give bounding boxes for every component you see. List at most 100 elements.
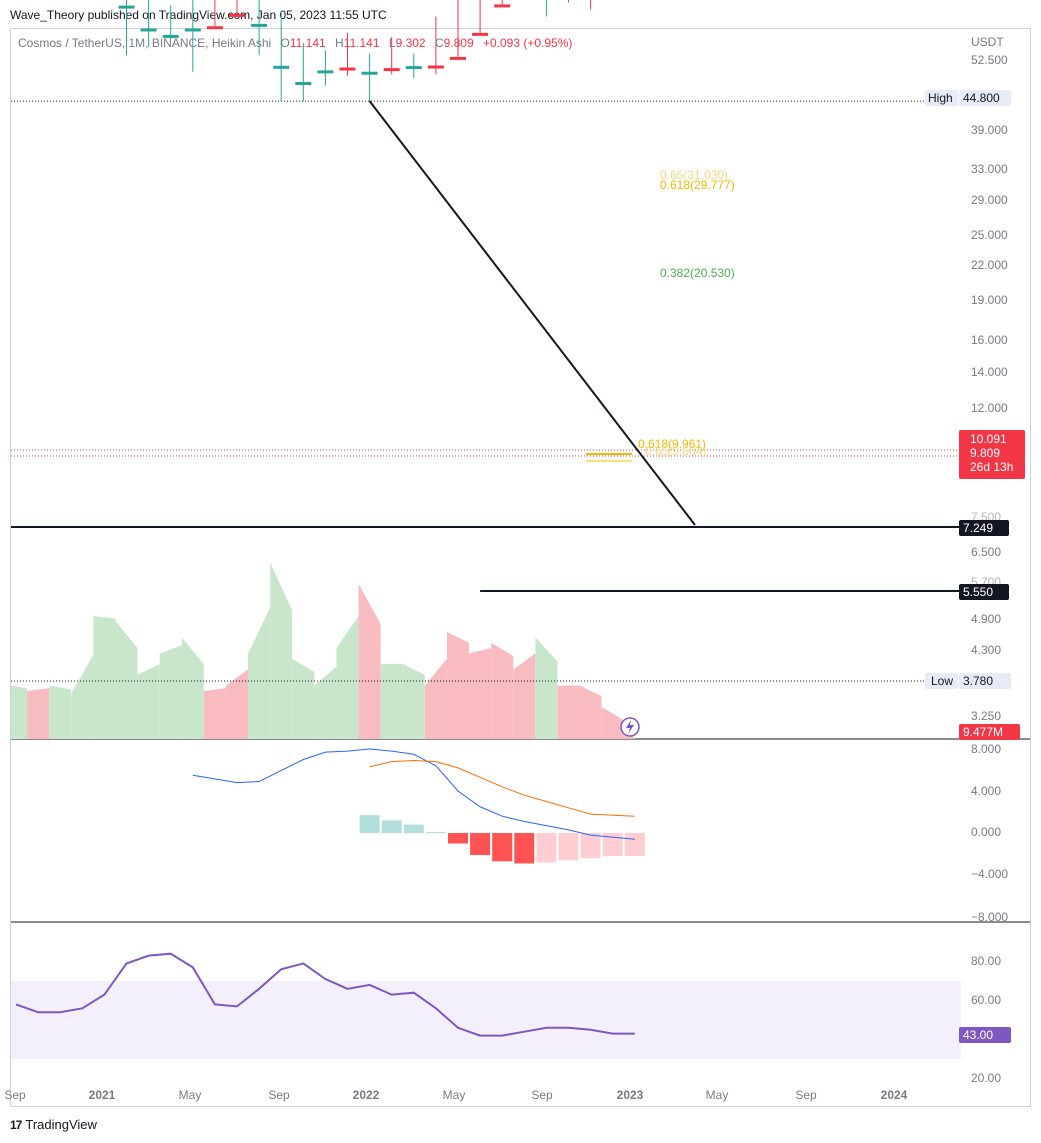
- fib-layer: 0.65(31.030)0.618(29.777) 0.382(20.530) 0.…: [586, 168, 735, 462]
- time-axis-label: Sep: [4, 1088, 26, 1102]
- candle-body: [206, 26, 223, 30]
- volume-area-segment: [226, 669, 248, 739]
- macd-axis-tick: 4.000: [971, 784, 1001, 798]
- time-axis-label: 2021: [89, 1088, 116, 1102]
- volume-area-segment: [93, 615, 116, 739]
- current-price-badge-text: 9.809: [970, 446, 1000, 460]
- macd-histogram-bar: [470, 833, 491, 856]
- macd-axis-tick: −8.000: [971, 910, 1008, 924]
- fib-label: 0.65(9.604): [645, 444, 706, 458]
- volume-area-segment: [424, 658, 447, 739]
- volume-area-segment: [11, 685, 27, 739]
- grid-layer: [11, 738, 1030, 923]
- current-price-badge-bg: [959, 430, 1025, 479]
- fib-label: 0.65(31.030): [660, 168, 728, 182]
- candle-body: [162, 34, 179, 38]
- volume-badge: 9.477M: [963, 725, 1003, 739]
- candle-body: [295, 82, 312, 86]
- time-axis-label: Sep: [268, 1088, 290, 1102]
- candle-body: [229, 13, 245, 17]
- volume-area-segment: [137, 664, 160, 739]
- macd-histogram-bar: [624, 833, 645, 857]
- rsi-line: [15, 952, 635, 1037]
- price-axis-tick: 33.000: [971, 162, 1008, 176]
- volume-badge-bg: [959, 724, 1020, 740]
- macd-histogram-bar: [558, 833, 579, 861]
- time-axis-label: Sep: [531, 1088, 553, 1102]
- volume-area-segment: [248, 607, 271, 739]
- close-label: C: [435, 36, 444, 50]
- rsi-axis-tick: 80.00: [971, 954, 1001, 968]
- candle-body: [405, 66, 422, 70]
- volume-area-segment: [535, 637, 558, 739]
- low-value: 9.302: [396, 36, 426, 50]
- rsi-axis-tick: 60.00: [971, 993, 1001, 1007]
- candle-body: [427, 65, 444, 69]
- price-axis-tick: 22.000: [971, 258, 1008, 272]
- time-axis-label: 2024: [881, 1088, 908, 1102]
- close-value: 9.809: [444, 36, 474, 50]
- volume-area-segment: [115, 621, 138, 739]
- rsi-band: [11, 981, 961, 1059]
- fib-label: 0.382(20.530): [660, 266, 735, 280]
- time-axis-label: May: [706, 1088, 729, 1102]
- time-axis-label: May: [443, 1088, 466, 1102]
- macd-axis-tick: 8.000: [971, 742, 1001, 756]
- candle-body: [251, 23, 268, 27]
- candle-body: [494, 4, 511, 8]
- high-value: 11.141: [344, 36, 380, 50]
- price-axis-tick: 12.000: [971, 401, 1008, 415]
- price-axis-tick: 3.250: [971, 709, 1001, 723]
- publisher-line: Wave_Theory published on TradingView.com…: [10, 8, 387, 22]
- price-axis-tick: 39.000: [971, 123, 1008, 137]
- volume-area-segment: [336, 615, 359, 739]
- fib-label: 0.618(29.777): [660, 178, 735, 192]
- open-value: 11.141: [290, 36, 326, 50]
- rsi-layer: [11, 952, 961, 1059]
- volume-area-segment: [513, 653, 536, 739]
- macd-histogram-bar: [381, 820, 402, 833]
- candle-body: [361, 71, 378, 75]
- macd-histogram-bar: [403, 824, 424, 833]
- low-price-badge: 3.780: [963, 674, 993, 688]
- price-axis-tick: 16.000: [971, 333, 1008, 347]
- macd-signal-line: [369, 760, 635, 817]
- macd-histogram-bar: [425, 831, 446, 833]
- volume-area-segment: [358, 583, 381, 739]
- macd-histogram-bar: [514, 833, 535, 864]
- high-tag-label: High: [928, 91, 953, 105]
- price-unit: USDT: [971, 35, 1004, 49]
- volume-area-segment: [270, 562, 293, 739]
- footer-brand[interactable]: 17 TradingView: [10, 1117, 97, 1132]
- volume-area-segment: [203, 688, 226, 739]
- macd-histogram-bar: [580, 833, 601, 859]
- axis-layer: 52.500 39.000 33.000 29.000 25.000 22.000 19.0…: [4, 53, 1025, 1102]
- symbol-title: Cosmos / TetherUS, 1M, BINANCE, Heikin A…: [18, 36, 271, 50]
- volume-area-segment: [292, 658, 315, 739]
- lightning-icon[interactable]: [620, 717, 640, 737]
- low-price-badge-bg: [959, 673, 1011, 689]
- macd-axis-tick: 0.000: [971, 825, 1001, 839]
- chart-frame[interactable]: [10, 28, 1031, 1107]
- current-price-badge-text: 10.091: [970, 432, 1007, 446]
- volume-area-segment: [314, 666, 337, 739]
- candle-body: [450, 56, 466, 60]
- time-axis-label: 2022: [353, 1088, 380, 1102]
- price-axis-tick: 25.000: [971, 228, 1008, 242]
- candle-body: [339, 67, 356, 71]
- high-price-badge: 44.800: [963, 91, 1000, 105]
- volume-area-segment: [402, 664, 425, 739]
- low-tag-bg: [925, 673, 958, 689]
- macd-histogram-bar: [602, 833, 623, 857]
- macd-layer: [192, 748, 645, 864]
- volume-area-segment: [601, 706, 624, 739]
- open-label: O: [281, 36, 290, 50]
- support-2-badge: 5.550: [963, 585, 993, 599]
- volume-area-segment: [71, 654, 94, 739]
- volume-area-segment: [469, 648, 492, 739]
- rsi-axis-tick: 20.00: [971, 1071, 1001, 1085]
- symbol-legend[interactable]: Cosmos / TetherUS, 1M, BINANCE, Heikin A…: [18, 36, 572, 50]
- volume-area-segment: [27, 688, 50, 739]
- volume-area-segment: [557, 685, 580, 739]
